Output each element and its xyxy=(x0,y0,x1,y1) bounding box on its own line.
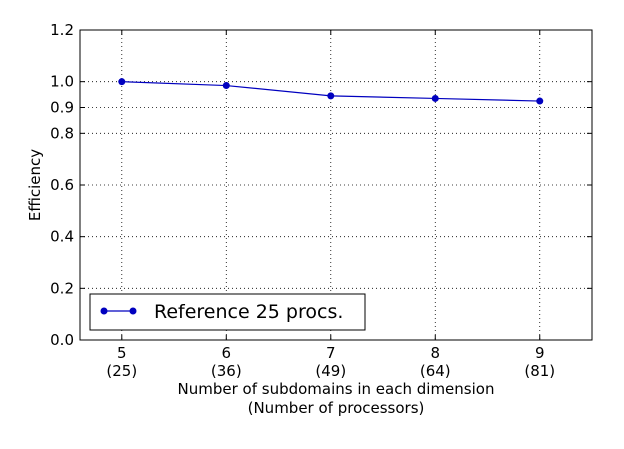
y-tick-label: 0.6 xyxy=(50,176,74,194)
legend: Reference 25 procs. xyxy=(89,293,366,331)
y-tick-label: 1.0 xyxy=(50,73,74,91)
x-tick-label: 6 xyxy=(222,344,232,362)
y-axis-ticks: 0.0 0.2 0.4 0.6 0.8 0.9 1.0 1.2 xyxy=(50,21,592,349)
y-axis-label: Efficiency xyxy=(26,149,44,221)
legend-label: Reference 25 procs. xyxy=(154,301,343,323)
y-tick-label: 0.0 xyxy=(50,331,74,349)
x-axis-label-line2: (Number of processors) xyxy=(248,399,425,417)
x-tick-label: 7 xyxy=(326,344,336,362)
data-point xyxy=(118,78,126,86)
data-point xyxy=(431,94,439,102)
data-point xyxy=(536,97,544,105)
x-tick-sublabel: (36) xyxy=(211,362,242,380)
y-tick-label: 1.2 xyxy=(50,21,74,39)
x-axis-label: Number of subdomains in each dimension xyxy=(178,380,495,398)
data-point xyxy=(222,82,230,90)
data-point xyxy=(327,92,335,100)
x-tick-sublabel: (81) xyxy=(524,362,555,380)
x-tick-label: 8 xyxy=(430,344,440,362)
y-tick-label: 0.4 xyxy=(50,228,74,246)
y-tick-label: 0.8 xyxy=(50,124,74,142)
data-points xyxy=(118,78,544,105)
x-tick-label: 5 xyxy=(117,344,127,362)
legend-marker-right xyxy=(129,307,137,315)
y-tick-label: 0.9 xyxy=(50,99,74,117)
grid-lines xyxy=(80,30,592,340)
x-tick-sublabel: (25) xyxy=(106,362,137,380)
y-tick-label: 0.2 xyxy=(50,279,74,297)
x-tick-sublabel: (49) xyxy=(315,362,346,380)
legend-marker-left xyxy=(100,307,108,315)
x-tick-label: 9 xyxy=(535,344,545,362)
x-axis-ticks: 5(25) 6(36) 7(49) 8(64) 9(81) xyxy=(106,30,555,380)
x-tick-sublabel: (64) xyxy=(420,362,451,380)
